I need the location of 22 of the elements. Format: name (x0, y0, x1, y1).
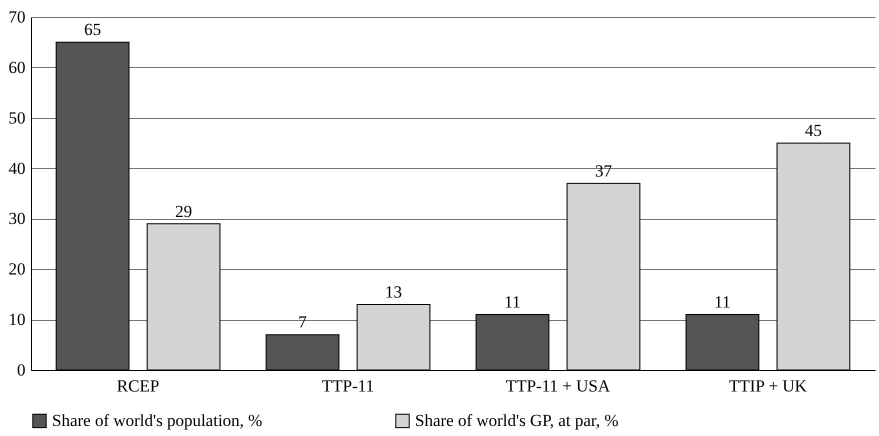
y-tick-label: 60 (8, 58, 26, 77)
y-tick-label: 10 (8, 310, 26, 330)
data-label: 11 (504, 292, 521, 312)
data-label: 45 (804, 121, 822, 140)
legend-label: Share of world's population, % (52, 410, 262, 430)
y-tick-label: 30 (8, 209, 26, 228)
legend-label: Share of world's GP, at par, % (415, 410, 619, 430)
x-tick-label: TTIP + UK (728, 376, 808, 396)
x-tick-label: TTP-11 + USA (506, 376, 611, 396)
data-label: 13 (385, 282, 402, 302)
x-tick-label: TTP-11 (322, 376, 374, 396)
y-tick-label: 0 (17, 360, 26, 380)
data-label: 65 (84, 20, 102, 40)
y-tick-label: 70 (8, 8, 26, 26)
data-label: 11 (714, 292, 731, 312)
data-label: 7 (298, 312, 308, 332)
data-label: 37 (594, 161, 612, 180)
data-label: 29 (175, 202, 192, 221)
y-tick-label: 20 (8, 260, 26, 279)
x-tick-label: RCEP (116, 376, 160, 396)
y-tick-label: 50 (8, 108, 26, 128)
y-tick-label: 40 (8, 158, 26, 178)
